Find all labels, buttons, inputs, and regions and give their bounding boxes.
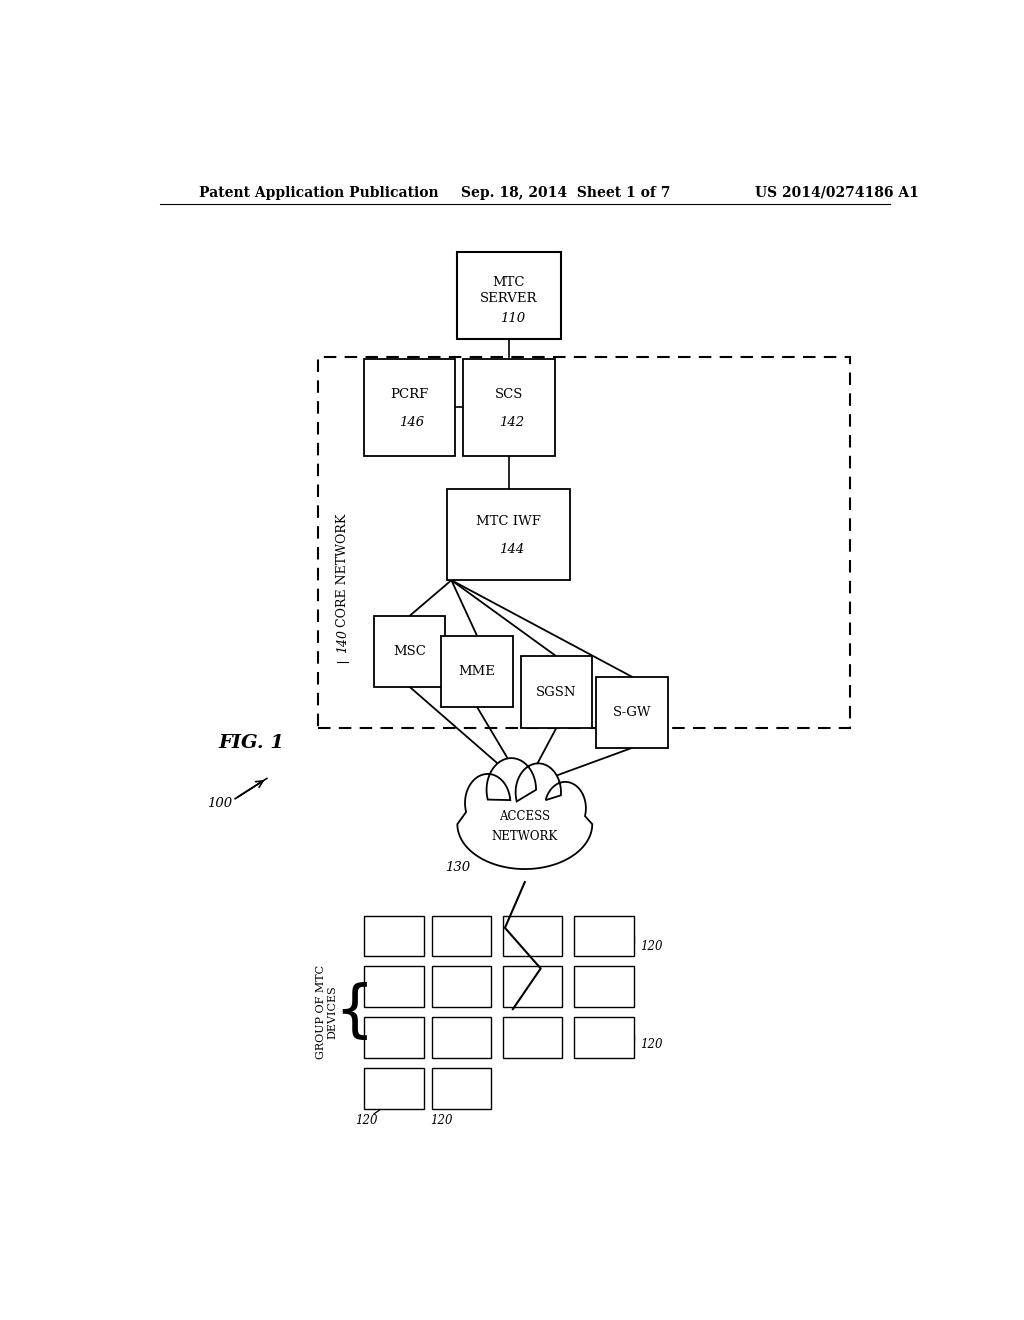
Text: NETWORK: NETWORK (492, 830, 558, 843)
FancyBboxPatch shape (431, 1018, 492, 1057)
Text: 120: 120 (640, 1039, 663, 1051)
Text: US 2014/0274186 A1: US 2014/0274186 A1 (755, 186, 919, 199)
Text: MSC: MSC (393, 645, 426, 657)
Text: SCS: SCS (495, 388, 523, 401)
Text: Patent Application Publication: Patent Application Publication (200, 186, 439, 199)
FancyBboxPatch shape (365, 359, 456, 455)
FancyBboxPatch shape (574, 1018, 634, 1057)
FancyBboxPatch shape (458, 252, 560, 339)
Circle shape (465, 774, 510, 832)
Text: MME: MME (459, 665, 496, 678)
Text: SERVER: SERVER (480, 292, 538, 305)
Text: {: { (334, 982, 374, 1043)
Text: 140: 140 (336, 630, 349, 653)
Circle shape (486, 758, 537, 821)
FancyBboxPatch shape (574, 966, 634, 1007)
Text: 142: 142 (499, 416, 524, 429)
Text: SGSN: SGSN (537, 685, 577, 698)
FancyBboxPatch shape (441, 636, 513, 708)
Circle shape (516, 763, 561, 821)
Text: 120: 120 (640, 940, 663, 953)
FancyBboxPatch shape (374, 615, 445, 686)
Ellipse shape (458, 771, 592, 876)
Text: FIG. 1: FIG. 1 (218, 734, 284, 752)
FancyBboxPatch shape (365, 916, 424, 956)
Polygon shape (458, 758, 592, 869)
Text: Sep. 18, 2014  Sheet 1 of 7: Sep. 18, 2014 Sheet 1 of 7 (461, 186, 671, 199)
FancyBboxPatch shape (503, 1018, 562, 1057)
Text: 110: 110 (501, 313, 525, 326)
Circle shape (545, 781, 586, 834)
Text: PCRF: PCRF (390, 388, 429, 401)
FancyBboxPatch shape (596, 677, 668, 748)
FancyBboxPatch shape (463, 359, 555, 455)
Text: MTC: MTC (493, 276, 525, 289)
FancyBboxPatch shape (365, 966, 424, 1007)
Text: CORE NETWORK: CORE NETWORK (336, 513, 349, 627)
FancyBboxPatch shape (431, 966, 492, 1007)
FancyBboxPatch shape (431, 916, 492, 956)
Text: S-GW: S-GW (612, 706, 651, 719)
FancyBboxPatch shape (503, 966, 562, 1007)
Text: ACCESS: ACCESS (500, 809, 550, 822)
FancyBboxPatch shape (503, 916, 562, 956)
FancyBboxPatch shape (431, 1068, 492, 1109)
FancyBboxPatch shape (574, 916, 634, 956)
Text: 144: 144 (500, 544, 524, 556)
Text: MTC IWF: MTC IWF (476, 515, 542, 528)
Text: 120: 120 (430, 1114, 453, 1127)
Text: 130: 130 (444, 862, 470, 874)
FancyBboxPatch shape (365, 1068, 424, 1109)
FancyBboxPatch shape (521, 656, 592, 727)
Text: 100: 100 (207, 797, 231, 810)
FancyBboxPatch shape (365, 1018, 424, 1057)
Text: GROUP OF MTC
DEVICES: GROUP OF MTC DEVICES (315, 965, 337, 1059)
Text: 120: 120 (355, 1114, 377, 1127)
Text: 146: 146 (399, 416, 425, 429)
FancyBboxPatch shape (447, 488, 570, 581)
